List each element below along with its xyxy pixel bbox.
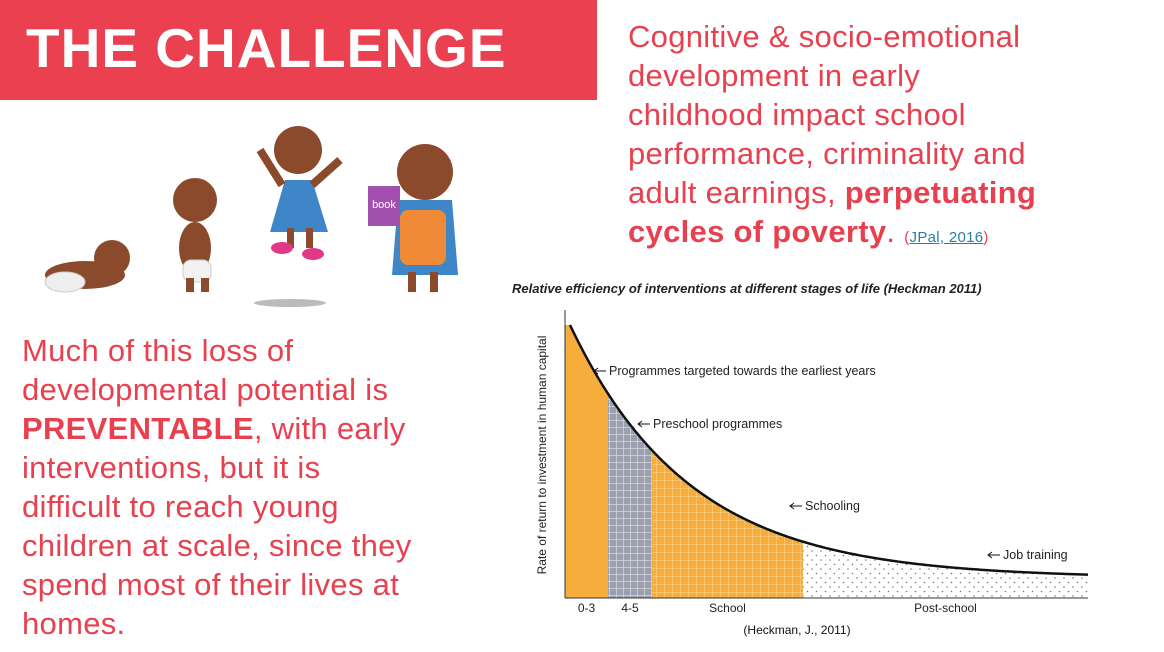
citation-open: (: [904, 229, 910, 246]
figure-title: Relative efficiency of interventions at …: [512, 281, 982, 296]
stage-label: Post-school: [914, 601, 977, 615]
annotation-arrow: [987, 551, 1000, 559]
intro-emphasis: perpetuating: [844, 175, 1037, 210]
citation-link[interactable]: JPal, 2016: [909, 229, 984, 246]
curve: [568, 324, 1089, 576]
annotation-arrow: [637, 420, 650, 428]
intro-line: childhood impact school: [628, 97, 966, 132]
body-line: spend most of their lives at: [22, 567, 400, 602]
body-line: children at scale, since they: [22, 528, 412, 563]
stage-area: [803, 541, 1088, 598]
stage-area: [565, 325, 608, 598]
intro-emphasis: cycles of poverty: [628, 214, 887, 249]
intro-line: Cognitive & socio-emotional: [628, 19, 1021, 54]
body-line: developmental potential is: [22, 372, 389, 407]
stage-label: School: [709, 601, 746, 615]
title: THE CHALLENGE: [26, 17, 507, 79]
body-line: interventions, but it is: [22, 450, 321, 485]
body-emphasis: PREVENTABLE: [22, 411, 254, 446]
stage-area: [652, 450, 803, 598]
intro-end: .: [886, 214, 905, 249]
stage-label: 0-3: [578, 601, 596, 615]
stage-label: 4-5: [621, 601, 639, 615]
annotation: Schooling: [805, 499, 860, 513]
body-line: PREVENTABLE, with early: [22, 409, 412, 448]
stage-area: [608, 393, 652, 598]
annotation: Preschool programmes: [653, 417, 782, 431]
citation-close: ): [983, 229, 989, 246]
body-text: , with early: [253, 411, 406, 446]
annotation-arrow: [789, 502, 802, 510]
y-axis-label: Rate of return to investment in human ca…: [535, 336, 549, 575]
book-label: book: [372, 199, 396, 211]
intro-line: cycles of poverty. (JPal, 2016): [628, 212, 1036, 257]
body-line: difficult to reach young: [22, 489, 339, 524]
annotation: Job training: [1003, 548, 1068, 562]
body: Much of this loss of developmental poten…: [22, 331, 412, 643]
illustration: book: [44, 126, 458, 307]
title-banner: THE CHALLENGE: [0, 0, 597, 100]
citation: (JPal, 2016): [904, 229, 988, 246]
figure: Relative efficiency of interventions at …: [512, 281, 1089, 637]
intro-line: performance, criminality and: [628, 136, 1026, 171]
caption: (Heckman, J., 2011): [743, 623, 850, 637]
annotation: Programmes targeted towards the earliest…: [609, 364, 876, 378]
intro-line: development in early: [628, 58, 921, 93]
body-line: Much of this loss of: [22, 333, 294, 368]
intro: Cognitive & socio-emotional development …: [628, 17, 1036, 257]
intro-line: adult earnings, perpetuating: [628, 173, 1036, 212]
intro-lead: adult earnings,: [628, 175, 845, 210]
body-line: homes.: [22, 606, 126, 641]
annotation-arrow: [593, 367, 606, 375]
